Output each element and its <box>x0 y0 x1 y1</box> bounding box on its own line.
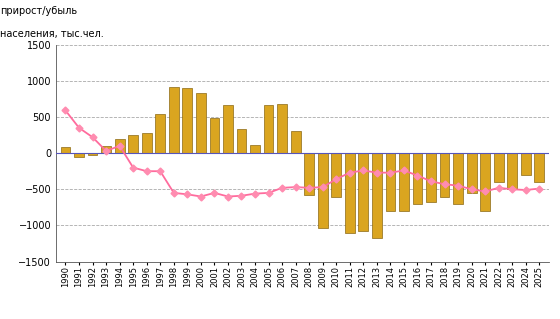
Bar <box>426 153 436 202</box>
Bar <box>88 153 97 155</box>
Bar <box>304 153 314 195</box>
Bar <box>291 131 301 153</box>
Bar <box>115 139 124 153</box>
Bar <box>453 153 463 204</box>
Bar <box>250 145 260 153</box>
Bar <box>209 118 220 153</box>
Bar <box>413 153 422 204</box>
Bar <box>440 153 450 197</box>
Bar <box>128 135 138 153</box>
Bar <box>277 104 287 153</box>
Bar <box>385 153 395 211</box>
Bar <box>223 105 233 153</box>
Text: прирост/убыль: прирост/убыль <box>0 6 77 16</box>
Bar <box>534 153 544 182</box>
Bar <box>169 87 179 153</box>
Bar <box>372 153 382 238</box>
Bar <box>74 153 84 157</box>
Bar <box>521 153 531 175</box>
Bar <box>332 153 341 197</box>
Bar <box>237 129 246 153</box>
Bar <box>142 133 152 153</box>
Bar <box>507 153 517 189</box>
Bar <box>466 153 477 193</box>
Bar <box>196 93 206 153</box>
Bar <box>358 153 368 231</box>
Bar <box>480 153 490 211</box>
Bar <box>264 105 273 153</box>
Bar <box>155 114 165 153</box>
Bar <box>494 153 503 182</box>
Bar <box>60 147 71 153</box>
Bar <box>101 146 111 153</box>
Bar <box>345 153 354 233</box>
Bar <box>318 153 328 228</box>
Text: населения, тыс.чел.: населения, тыс.чел. <box>0 29 104 39</box>
Bar <box>183 88 192 153</box>
Bar <box>399 153 409 211</box>
